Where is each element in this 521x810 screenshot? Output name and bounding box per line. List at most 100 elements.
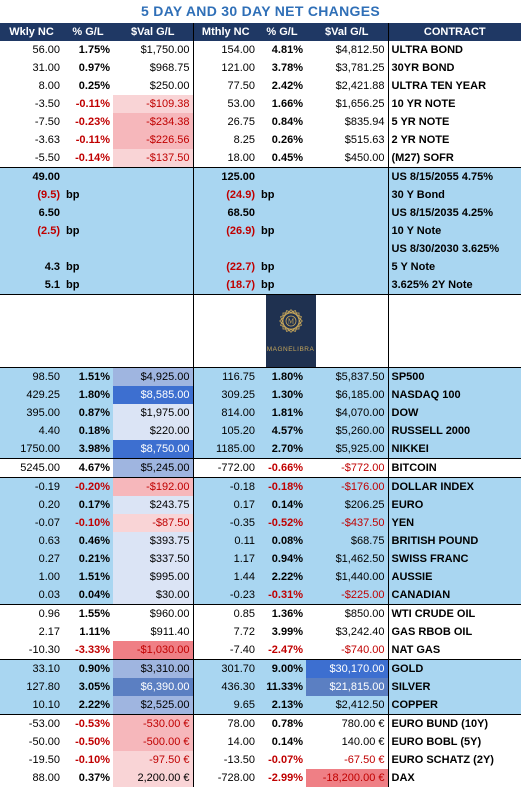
weekly-nc-cell: 0.20 bbox=[0, 496, 63, 514]
weekly-val-cell: -$192.00 bbox=[113, 477, 193, 496]
table-row: 1750.00 3.98% $8,750.00 1185.00 2.70% $5,925.… bbox=[0, 440, 521, 459]
table-row: 0.63 0.46% $393.75 0.11 0.08% $68.75 BRITISH P… bbox=[0, 532, 521, 550]
empty-cell bbox=[306, 240, 388, 258]
contract-cell: US 8/30/2030 3.625% bbox=[387, 240, 521, 258]
monthly-nc-cell: 121.00 bbox=[192, 59, 258, 77]
weekly-nc-cell: 0.03 bbox=[0, 586, 63, 605]
weekly-pct-cell: 0.90% bbox=[63, 659, 113, 678]
monthly-nc-cell: 7.72 bbox=[192, 623, 258, 641]
weekly-val-cell: $220.00 bbox=[113, 422, 193, 440]
monthly-val-cell: $5,837.50 bbox=[306, 367, 388, 386]
monthly-val-cell: $6,185.00 bbox=[306, 386, 388, 404]
table-row: 31.00 0.97% $968.75 121.00 3.78% $3,781.25 30Y… bbox=[0, 59, 521, 77]
table-row: 56.00 1.75% $1,750.00 154.00 4.81% $4,812.50 U… bbox=[0, 41, 521, 59]
contract-cell: US 8/15/2055 4.75% bbox=[387, 167, 521, 186]
weekly-nc-cell: -5.50 bbox=[0, 149, 63, 168]
empty-cell bbox=[113, 204, 193, 222]
weekly-val-cell: $960.00 bbox=[113, 604, 193, 623]
monthly-yield-cell: (24.9) bbox=[192, 186, 258, 204]
weekly-yield-cell: (2.5) bbox=[0, 222, 63, 240]
contract-cell: 5 YR NOTE bbox=[387, 113, 521, 131]
monthly-nc-cell: 78.00 bbox=[192, 714, 258, 733]
monthly-val-cell: -$225.00 bbox=[306, 586, 388, 605]
weekly-val-cell: $3,310.00 bbox=[113, 659, 193, 678]
monthly-nc-cell: 301.70 bbox=[192, 659, 258, 678]
monthly-pct-cell: 2.22% bbox=[258, 568, 306, 586]
monthly-pct-cell: 0.45% bbox=[258, 149, 306, 168]
contract-cell: 2 YR NOTE bbox=[387, 131, 521, 149]
monthly-nc-cell: 18.00 bbox=[192, 149, 258, 168]
weekly-nc-cell: 395.00 bbox=[0, 404, 63, 422]
weekly-nc-cell: 31.00 bbox=[0, 59, 63, 77]
weekly-pct-cell: 1.51% bbox=[63, 568, 113, 586]
contract-cell: CANADIAN bbox=[387, 586, 521, 605]
monthly-nc-cell: 105.20 bbox=[192, 422, 258, 440]
empty-cell bbox=[306, 167, 388, 186]
monthly-unit-cell: bp bbox=[258, 276, 306, 295]
logo-row: M MAGNELIBRA bbox=[0, 294, 521, 368]
weekly-unit-cell: bp bbox=[63, 276, 113, 295]
contract-cell: 30 Y Bond bbox=[387, 186, 521, 204]
column-header: % G/L bbox=[63, 23, 113, 41]
weekly-pct-cell: 4.67% bbox=[63, 458, 113, 478]
monthly-nc-cell: 77.50 bbox=[192, 77, 258, 95]
monthly-pct-cell: 0.94% bbox=[258, 550, 306, 568]
contract-cell: (M27) SOFR bbox=[387, 149, 521, 168]
weekly-yield-cell: 4.3 bbox=[0, 258, 63, 276]
weekly-nc-cell: 4.40 bbox=[0, 422, 63, 440]
contract-cell: 5 Y Note bbox=[387, 258, 521, 276]
weekly-val-cell: $243.75 bbox=[113, 496, 193, 514]
weekly-val-cell: $1,750.00 bbox=[113, 41, 193, 59]
weekly-pct-cell: -0.10% bbox=[63, 514, 113, 532]
weekly-nc-cell: 56.00 bbox=[0, 41, 63, 59]
weekly-nc-cell: 127.80 bbox=[0, 678, 63, 696]
weekly-pct-cell: 0.87% bbox=[63, 404, 113, 422]
weekly-unit-cell bbox=[63, 167, 113, 186]
weekly-val-cell: -$87.50 bbox=[113, 514, 193, 532]
empty-cell bbox=[306, 276, 388, 295]
table-row: 98.50 1.51% $4,925.00 116.75 1.80% $5,837.50 S… bbox=[0, 367, 521, 386]
weekly-pct-cell: 1.11% bbox=[63, 623, 113, 641]
table-row: -53.00 -0.53% -530.00 €78.00 0.78% 780.00 € E… bbox=[0, 714, 521, 733]
weekly-pct-cell: -0.11% bbox=[63, 131, 113, 149]
monthly-val-cell: $68.75 bbox=[306, 532, 388, 550]
weekly-val-cell: $6,390.00 bbox=[113, 678, 193, 696]
monthly-yield-cell bbox=[192, 240, 258, 258]
weekly-val-cell: 2,200.00 € bbox=[113, 769, 193, 787]
weekly-yield-cell: (9.5) bbox=[0, 186, 63, 204]
monthly-val-cell: $5,260.00 bbox=[306, 422, 388, 440]
weekly-pct-cell: -0.23% bbox=[63, 113, 113, 131]
weekly-pct-cell: 0.04% bbox=[63, 586, 113, 605]
weekly-nc-cell: 0.27 bbox=[0, 550, 63, 568]
monthly-nc-cell: -13.50 bbox=[192, 751, 258, 769]
yield-row: (9.5) bp (24.9) bp 30 Y Bond bbox=[0, 186, 521, 204]
contract-cell: ULTRA TEN YEAR bbox=[387, 77, 521, 95]
table-row: 0.27 0.21% $337.50 1.17 0.94% $1,462.50 SWISS … bbox=[0, 550, 521, 568]
monthly-nc-cell: 8.25 bbox=[192, 131, 258, 149]
monthly-pct-cell: 2.70% bbox=[258, 440, 306, 459]
monthly-nc-cell: -772.00 bbox=[192, 458, 258, 478]
weekly-val-cell: $8,585.00 bbox=[113, 386, 193, 404]
contract-cell: EURO BUND (10Y) bbox=[387, 714, 521, 733]
weekly-val-cell: $250.00 bbox=[113, 77, 193, 95]
weekly-nc-cell: -0.19 bbox=[0, 477, 63, 496]
weekly-pct-cell: -0.14% bbox=[63, 149, 113, 168]
weekly-nc-cell: -50.00 bbox=[0, 733, 63, 751]
monthly-val-cell: $835.94 bbox=[306, 113, 388, 131]
weekly-val-cell: -$1,030.00 bbox=[113, 641, 193, 660]
column-header: CONTRACT bbox=[387, 23, 521, 41]
weekly-yield-cell: 5.1 bbox=[0, 276, 63, 295]
monthly-nc-cell: 116.75 bbox=[192, 367, 258, 386]
weekly-val-cell: -$234.38 bbox=[113, 113, 193, 131]
weekly-pct-cell: -0.20% bbox=[63, 477, 113, 496]
table-row: -5.50 -0.14% -$137.50 18.00 0.45% $450.00 (M27… bbox=[0, 149, 521, 168]
monthly-nc-cell: -7.40 bbox=[192, 641, 258, 660]
column-header: % G/L bbox=[258, 23, 306, 41]
monthly-val-cell: -67.50 € bbox=[306, 751, 388, 769]
svg-text:M: M bbox=[287, 317, 294, 325]
weekly-pct-cell: 1.55% bbox=[63, 604, 113, 623]
contract-cell: NASDAQ 100 bbox=[387, 386, 521, 404]
monthly-unit-cell: bp bbox=[258, 222, 306, 240]
monthly-unit-cell: bp bbox=[258, 258, 306, 276]
contract-cell: 10 Y Note bbox=[387, 222, 521, 240]
